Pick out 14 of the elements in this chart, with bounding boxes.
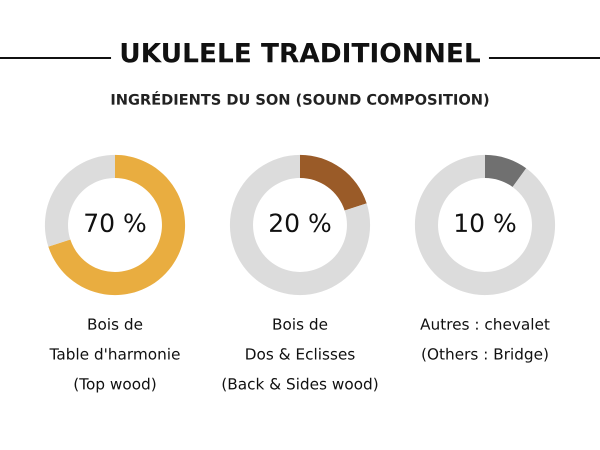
donut-slice [44, 154, 115, 247]
text: INGRÉDIENTS DU SON (SOUND COMPOSITION) [112, 91, 488, 107]
donut-slice [300, 154, 367, 210]
text: Autres : chevalet (Others : Bridge) [420, 318, 550, 363]
donut-slice [485, 154, 526, 188]
text: UKULELE TRADITIONNEL [122, 42, 480, 63]
donut-slice [48, 154, 186, 296]
text: Bois de Table d'harmonie (Top wood) [50, 318, 180, 393]
data-label: 20 % [270, 213, 330, 232]
data-label: 10 % [456, 213, 516, 232]
text: Bois de Dos & Eclisses (Back & Sides wood) [222, 318, 378, 392]
donut-slice [230, 154, 370, 296]
donut-slice [414, 154, 556, 296]
data-label: 70 % [85, 213, 146, 232]
